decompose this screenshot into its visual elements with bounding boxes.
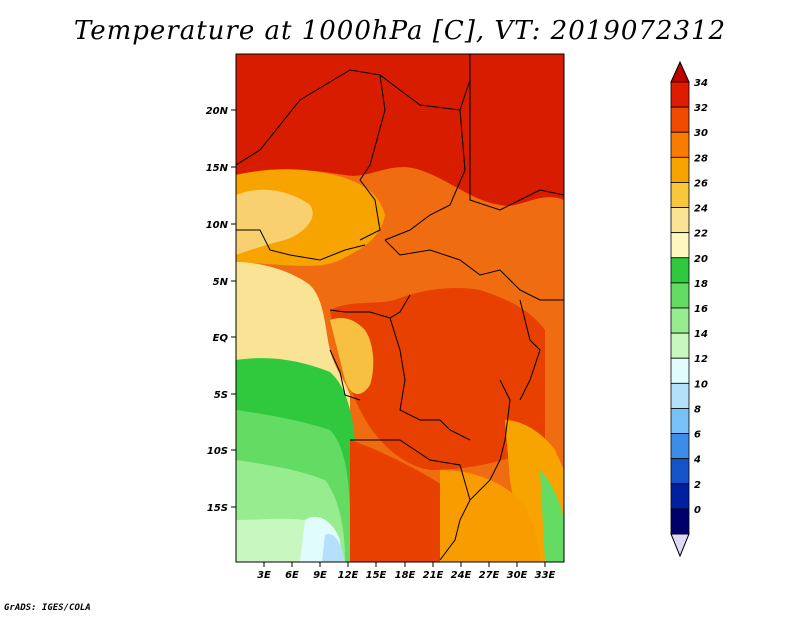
colorbar-swatch: [670, 508, 690, 535]
colorbar-label: 34: [694, 78, 708, 89]
colorbar-swatch: [670, 357, 690, 384]
colorbar-top-triangle: [670, 60, 690, 83]
colorbar-label: 22: [694, 229, 708, 240]
colorbar-swatch: [670, 458, 690, 485]
lat-label: 10N: [206, 220, 229, 231]
colorbar-label: 28: [694, 153, 708, 164]
colorbar-swatch: [670, 483, 690, 510]
lon-label: 21E: [423, 570, 444, 581]
footer-credit: GrADS: IGES/COLA: [4, 603, 91, 613]
colorbar-bottom-triangle: [670, 533, 690, 558]
colorbar-swatch: [670, 232, 690, 259]
lon-label: 3E: [257, 570, 271, 581]
country-borders: [236, 54, 564, 561]
colorbar-label: 30: [694, 128, 708, 139]
colorbar-label: 26: [694, 178, 708, 189]
lat-label: 15S: [207, 503, 228, 514]
lon-label: 30E: [507, 570, 528, 581]
lon-label: 18E: [395, 570, 416, 581]
lat-label: EQ: [213, 333, 229, 344]
colorbar-swatch: [670, 182, 690, 208]
lon-label: 12E: [338, 570, 359, 581]
lat-label: 5N: [213, 277, 229, 288]
colorbar-swatch: [670, 131, 690, 158]
colorbar-label: 16: [694, 304, 708, 315]
colorbar-label: 32: [694, 103, 708, 114]
colorbar-label: 12: [694, 354, 708, 365]
colorbar-swatch: [670, 106, 690, 133]
lat-label: 15N: [206, 163, 229, 174]
colorbar-swatch: [670, 408, 690, 434]
colorbar-label: 2: [694, 480, 701, 491]
lat-axis: 20N 15N 10N 5N EQ 5S 10S 15S: [206, 106, 236, 514]
lon-label: 33E: [535, 570, 556, 581]
colorbar-label: 8: [694, 404, 701, 415]
colorbar-swatch: [670, 332, 690, 359]
lon-axis: 3E 6E 9E 12E 15E 18E 21E 24E 27E 30E 33E: [257, 562, 556, 581]
temperature-field: [236, 54, 564, 562]
colorbar-swatch: [670, 433, 690, 460]
colorbar-label: 18: [694, 279, 708, 290]
lon-label: 24E: [451, 570, 472, 581]
colorbar-label: 0: [694, 505, 701, 516]
colorbar-label: 24: [694, 204, 708, 215]
chart-title: Temperature at 1000hPa [C], VT: 20190723…: [73, 16, 727, 46]
colorbar-swatch: [670, 307, 690, 334]
colorbar-label: 20: [694, 254, 708, 265]
lon-label: 9E: [313, 570, 327, 581]
lon-label: 15E: [366, 570, 387, 581]
colorbar-swatch: [670, 257, 690, 284]
colorbar-swatch: [670, 382, 690, 409]
colorbar-label: 14: [694, 329, 708, 340]
lat-label: 20N: [206, 106, 229, 117]
colorbar-swatch: [670, 282, 690, 309]
colorbar-swatch: [670, 81, 690, 108]
colorbar-label: 4: [693, 455, 701, 466]
colorbar-label: 10: [694, 379, 708, 390]
map-frame: [235, 53, 565, 563]
lat-label: 10S: [207, 446, 228, 457]
lon-label: 6E: [285, 570, 299, 581]
colorbar-label: 6: [694, 430, 701, 441]
lon-label: 27E: [479, 570, 500, 581]
colorbar-swatch: [670, 207, 690, 234]
lat-label: 5S: [214, 390, 228, 401]
colorbar-swatch: [670, 156, 690, 183]
